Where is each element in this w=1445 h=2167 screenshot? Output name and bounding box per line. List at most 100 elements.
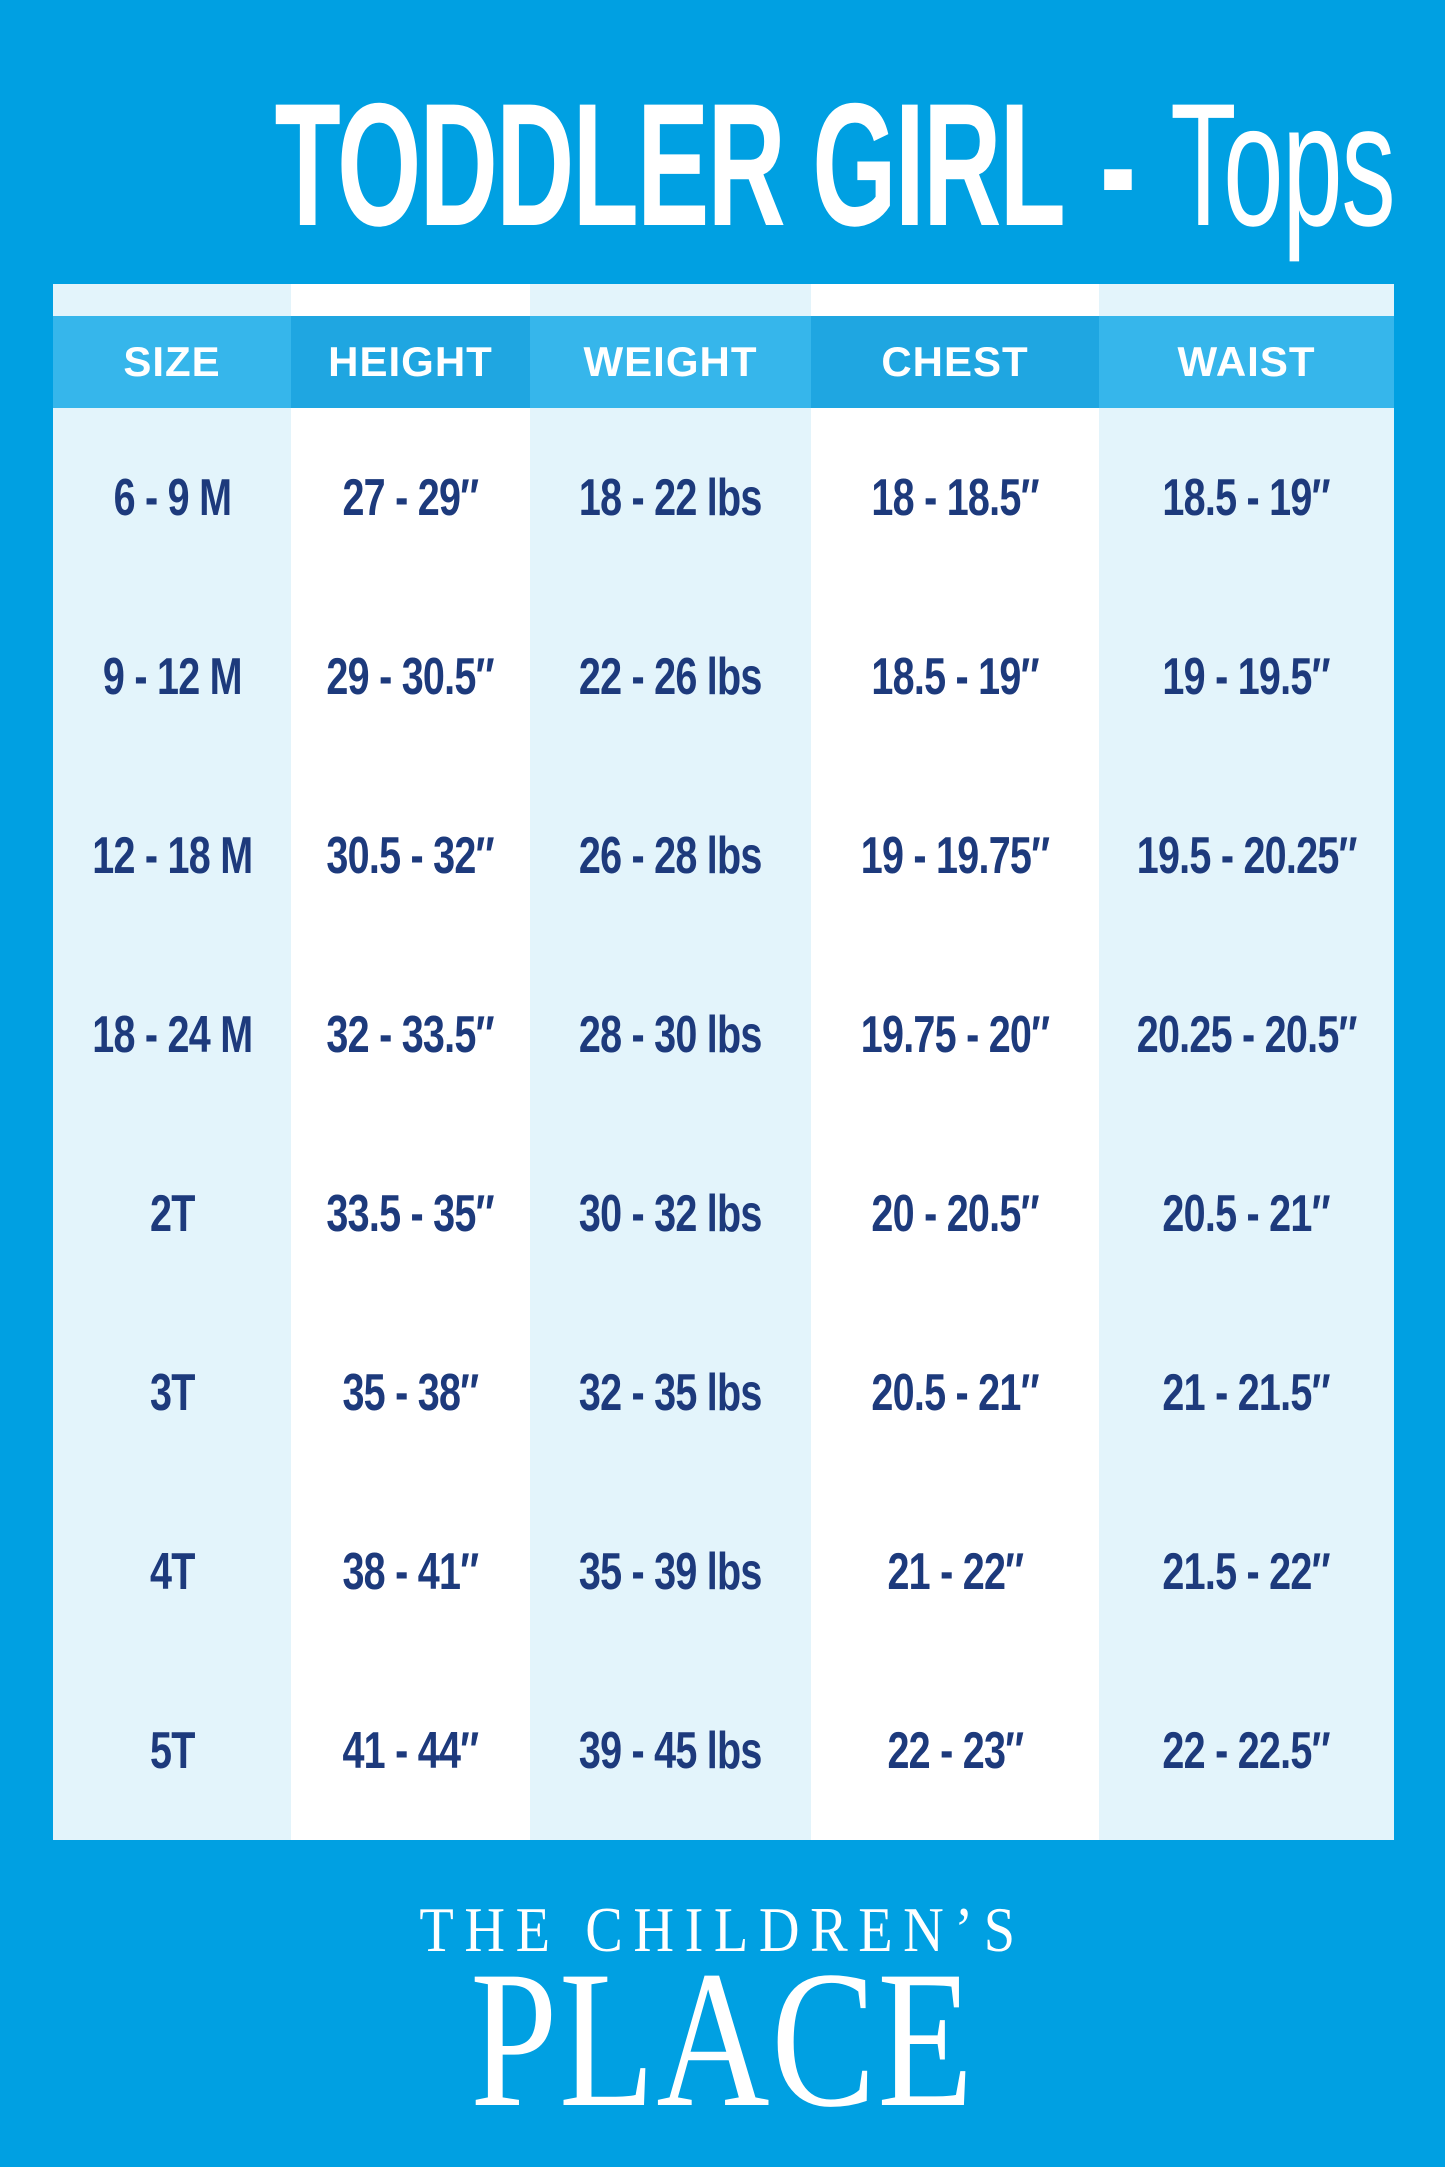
header-label: WEIGHT (583, 338, 758, 385)
cell-value: 19 - 19.75″ (860, 826, 1050, 885)
header-cell-size: SIZE (53, 316, 291, 408)
cell-value: 3T (149, 1363, 195, 1422)
table-cell: 19.75 - 20″ (811, 945, 1099, 1124)
cell-value: 19.5 - 20.25″ (1136, 826, 1358, 885)
cell-value: 30 - 32 lbs (579, 1184, 763, 1243)
cell-value: 33.5 - 35″ (326, 1184, 495, 1243)
table-cell: 30.5 - 32″ (291, 766, 530, 945)
cell-value: 35 - 39 lbs (579, 1542, 763, 1601)
table-cell: 22 - 26 lbs (530, 587, 811, 766)
table-cell: 32 - 33.5″ (291, 945, 530, 1124)
cell-value: 29 - 30.5″ (326, 647, 495, 706)
table-cell: 21 - 22″ (811, 1482, 1099, 1661)
table-cell: 26 - 28 lbs (530, 766, 811, 945)
cell-value: 21 - 21.5″ (1162, 1363, 1331, 1422)
table-cell: 20.25 - 20.5″ (1099, 945, 1394, 1124)
page-title-main: TODDLER GIRL (274, 68, 1066, 263)
table-cell: 32 - 35 lbs (530, 1303, 811, 1482)
table-cell: 41 - 44″ (291, 1661, 530, 1840)
cell-value: 26 - 28 lbs (579, 826, 763, 885)
cell-value: 18 - 18.5″ (871, 468, 1039, 527)
table-cell: 18 - 24 M (53, 945, 291, 1124)
table-cell: 28 - 30 lbs (530, 945, 811, 1124)
cell-value: 32 - 35 lbs (579, 1363, 763, 1422)
header-cell-height: HEIGHT (291, 316, 530, 408)
table-cell: 9 - 12 M (53, 587, 291, 766)
cell-value: 12 - 18 M (91, 826, 253, 885)
header-label: SIZE (123, 338, 221, 385)
table-cell: 18.5 - 19″ (811, 587, 1099, 766)
header-cell-chest: CHEST (811, 316, 1099, 408)
cell-value: 22 - 26 lbs (579, 647, 763, 706)
table-cell: 5T (53, 1661, 291, 1840)
strip-cell-height (291, 284, 530, 316)
table-cell: 19 - 19.75″ (811, 766, 1099, 945)
cell-value: 6 - 9 M (113, 468, 231, 527)
table-cell: 21 - 21.5″ (1099, 1303, 1394, 1482)
cell-value: 18 - 24 M (91, 1005, 253, 1064)
strip-cell-size (53, 284, 291, 316)
brand-name-line2: PLACE (470, 1931, 975, 2148)
table-cell: 19 - 19.5″ (1099, 587, 1394, 766)
cell-value: 9 - 12 M (102, 647, 243, 706)
strip-cell-weight (530, 284, 811, 316)
page-title: TODDLER GIRL - Tops (275, 78, 1396, 253)
cell-value: 38 - 41″ (342, 1542, 480, 1601)
cell-value: 20.25 - 20.5″ (1136, 1005, 1358, 1064)
table-cell: 6 - 9 M (53, 408, 291, 587)
table-cell: 33.5 - 35″ (291, 1124, 530, 1303)
table-cell: 18.5 - 19″ (1099, 408, 1394, 587)
header-label: CHEST (881, 338, 1029, 385)
cell-value: 30.5 - 32″ (326, 826, 495, 885)
header-cell-waist: WAIST (1099, 316, 1394, 408)
cell-value: 19 - 19.5″ (1162, 647, 1331, 706)
table-cell: 19.5 - 20.25″ (1099, 766, 1394, 945)
cell-value: 20.5 - 21″ (1162, 1184, 1331, 1243)
table-cell: 38 - 41″ (291, 1482, 530, 1661)
table-cell: 18 - 22 lbs (530, 408, 811, 587)
cell-value: 21.5 - 22″ (1162, 1542, 1331, 1601)
cell-value: 4T (149, 1542, 195, 1601)
table-cell: 12 - 18 M (53, 766, 291, 945)
cell-value: 19.75 - 20″ (860, 1005, 1050, 1064)
cell-value: 18 - 22 lbs (579, 468, 763, 527)
cell-value: 22 - 23″ (887, 1721, 1024, 1780)
strip-cell-waist (1099, 284, 1394, 316)
brand-name-line1: THE CHILDREN’S (419, 1894, 1026, 1965)
table-cell: 20 - 20.5″ (811, 1124, 1099, 1303)
page-title-sub: Tops (1170, 68, 1395, 263)
header-label: WAIST (1177, 338, 1316, 385)
table-cell: 22 - 23″ (811, 1661, 1099, 1840)
cell-value: 39 - 45 lbs (579, 1721, 763, 1780)
cell-value: 35 - 38″ (342, 1363, 480, 1422)
table-cell: 18 - 18.5″ (811, 408, 1099, 587)
strip-cell-chest (811, 284, 1099, 316)
cell-value: 28 - 30 lbs (579, 1005, 763, 1064)
cell-value: 20.5 - 21″ (871, 1363, 1039, 1422)
table-cell: 39 - 45 lbs (530, 1661, 811, 1840)
table-cell: 3T (53, 1303, 291, 1482)
cell-value: 22 - 22.5″ (1162, 1721, 1331, 1780)
table-cell: 21.5 - 22″ (1099, 1482, 1394, 1661)
cell-value: 32 - 33.5″ (326, 1005, 495, 1064)
cell-value: 18.5 - 19″ (1162, 468, 1331, 527)
page-title-separator: - (1099, 68, 1136, 263)
cell-value: 5T (149, 1721, 195, 1780)
table-cell: 22 - 22.5″ (1099, 1661, 1394, 1840)
size-table: SIZE HEIGHT WEIGHT CHEST WAIST 6 - 9 M 27 - 29… (53, 284, 1394, 1840)
cell-value: 41 - 44″ (342, 1721, 480, 1780)
table-cell: 2T (53, 1124, 291, 1303)
table-cell: 4T (53, 1482, 291, 1661)
table-cell: 35 - 39 lbs (530, 1482, 811, 1661)
cell-value: 27 - 29″ (342, 468, 480, 527)
table-cell: 20.5 - 21″ (1099, 1124, 1394, 1303)
cell-value: 2T (149, 1184, 195, 1243)
table-cell: 30 - 32 lbs (530, 1124, 811, 1303)
header-cell-weight: WEIGHT (530, 316, 811, 408)
table-cell: 20.5 - 21″ (811, 1303, 1099, 1482)
header-label: HEIGHT (328, 338, 493, 385)
cell-value: 20 - 20.5″ (871, 1184, 1039, 1243)
table-cell: 27 - 29″ (291, 408, 530, 587)
table-cell: 35 - 38″ (291, 1303, 530, 1482)
